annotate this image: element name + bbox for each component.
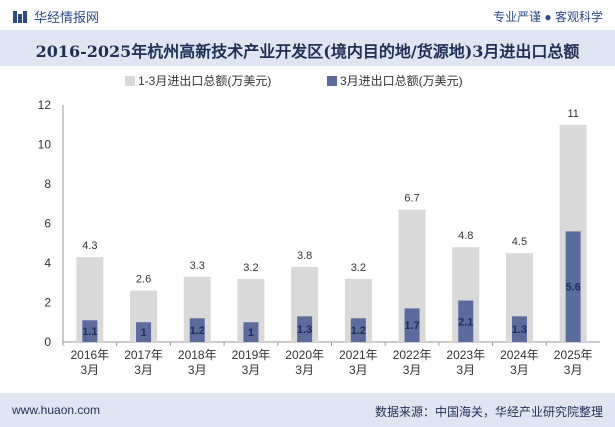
y-tick-label: 10 [38, 138, 52, 152]
legend-swatch-total [125, 76, 135, 86]
footer-bar: www.huaon.com 数据来源：中国海关，华经产业研究院整理 [0, 393, 615, 427]
data-source: 数据来源：中国海关，华经产业研究院整理 [374, 405, 603, 419]
x-tick-label: 2023年 [446, 348, 485, 362]
bar-march [297, 316, 313, 342]
y-tick-label: 4 [44, 256, 51, 270]
x-tick-label: 2019年 [232, 348, 271, 362]
huajing-logo-icon [13, 10, 27, 23]
bar-march [350, 318, 366, 342]
chart-title: 2016-2025年杭州高新技术产业开发区(境内目的地/货源地)3月进出口总额 [35, 42, 580, 61]
bar-march [82, 320, 98, 342]
legend-label-march: 3月进出口总额(万美元) [340, 74, 463, 88]
data-label-march: 1 [248, 327, 254, 339]
x-tick-label: 2022年 [393, 348, 432, 362]
bar-march [243, 322, 259, 342]
data-label-march: 5.6 [566, 282, 581, 294]
x-tick-label: 3月 [242, 363, 261, 377]
data-label-total: 4.5 [512, 236, 527, 248]
y-tick-label: 0 [44, 335, 51, 349]
data-label-total: 3.3 [190, 260, 205, 272]
title-bar: 2016-2025年杭州高新技术产业开发区(境内目的地/货源地)3月进出口总额 [0, 30, 615, 66]
x-tick-label: 3月 [349, 363, 368, 377]
data-label-total: 3.2 [243, 262, 258, 274]
x-tick-label: 3月 [295, 363, 314, 377]
data-label-march: 1 [140, 327, 146, 339]
bar-march [458, 300, 474, 342]
x-tick-label: 3月 [134, 363, 153, 377]
bar-march [511, 316, 527, 342]
bar-march [189, 318, 205, 342]
website-url[interactable]: www.huaon.com [12, 403, 101, 417]
x-tick-label: 3月 [564, 363, 583, 377]
slogan: 专业严谨 ● 客观科学 [493, 10, 603, 24]
bar-chart: 1-3月进出口总额(万美元) 3月进出口总额(万美元) 0 2 4 6 8 10 12 4.3 1.… [38, 74, 600, 377]
y-tick-label: 2 [44, 296, 51, 310]
x-tick-label: 2017年 [124, 348, 163, 362]
data-label-total: 6.7 [404, 193, 419, 205]
legend-label-total: 1-3月进出口总额(万美元) [138, 74, 271, 88]
x-tick-label: 2025年 [554, 348, 593, 362]
bar-march [404, 308, 420, 342]
top-bar: 华经情报网 专业严谨 ● 客观科学 [0, 0, 615, 30]
y-tick-label: 6 [44, 217, 51, 231]
data-label-march: 2.1 [458, 316, 473, 328]
x-tick-label: 3月 [188, 363, 207, 377]
data-label-march: 1.2 [190, 325, 205, 337]
data-label-march: 1.1 [82, 326, 97, 338]
x-tick-label: 2018年 [178, 348, 217, 362]
bar-march [565, 231, 581, 342]
x-tick-label: 2024年 [500, 348, 539, 362]
x-tick-label: 3月 [510, 363, 529, 377]
x-tick-label: 3月 [456, 363, 475, 377]
data-label-total: 11 [567, 108, 578, 120]
x-tick-label: 3月 [403, 363, 422, 377]
data-label-march: 1.7 [404, 320, 419, 332]
x-tick-label: 2016年 [70, 348, 109, 362]
data-label-total: 2.6 [136, 274, 151, 286]
brand-name: 华经情报网 [34, 10, 100, 25]
x-tick-label: 2020年 [285, 348, 324, 362]
y-tick-label: 12 [38, 98, 52, 112]
legend-swatch-march [327, 76, 337, 86]
data-label-total: 4.3 [82, 240, 97, 252]
brand: 华经情报网 [12, 7, 99, 26]
data-label-total: 4.8 [458, 230, 473, 242]
data-label-march: 1.2 [351, 325, 366, 337]
data-label-march: 1.3 [297, 324, 312, 336]
data-label-march: 1.3 [512, 324, 527, 336]
x-tick-label: 3月 [81, 363, 100, 377]
y-tick-label: 8 [44, 177, 51, 191]
data-label-total: 3.8 [297, 250, 312, 262]
bar-march [136, 322, 152, 342]
data-label-total: 3.2 [351, 262, 366, 274]
x-tick-label: 2021年 [339, 348, 378, 362]
